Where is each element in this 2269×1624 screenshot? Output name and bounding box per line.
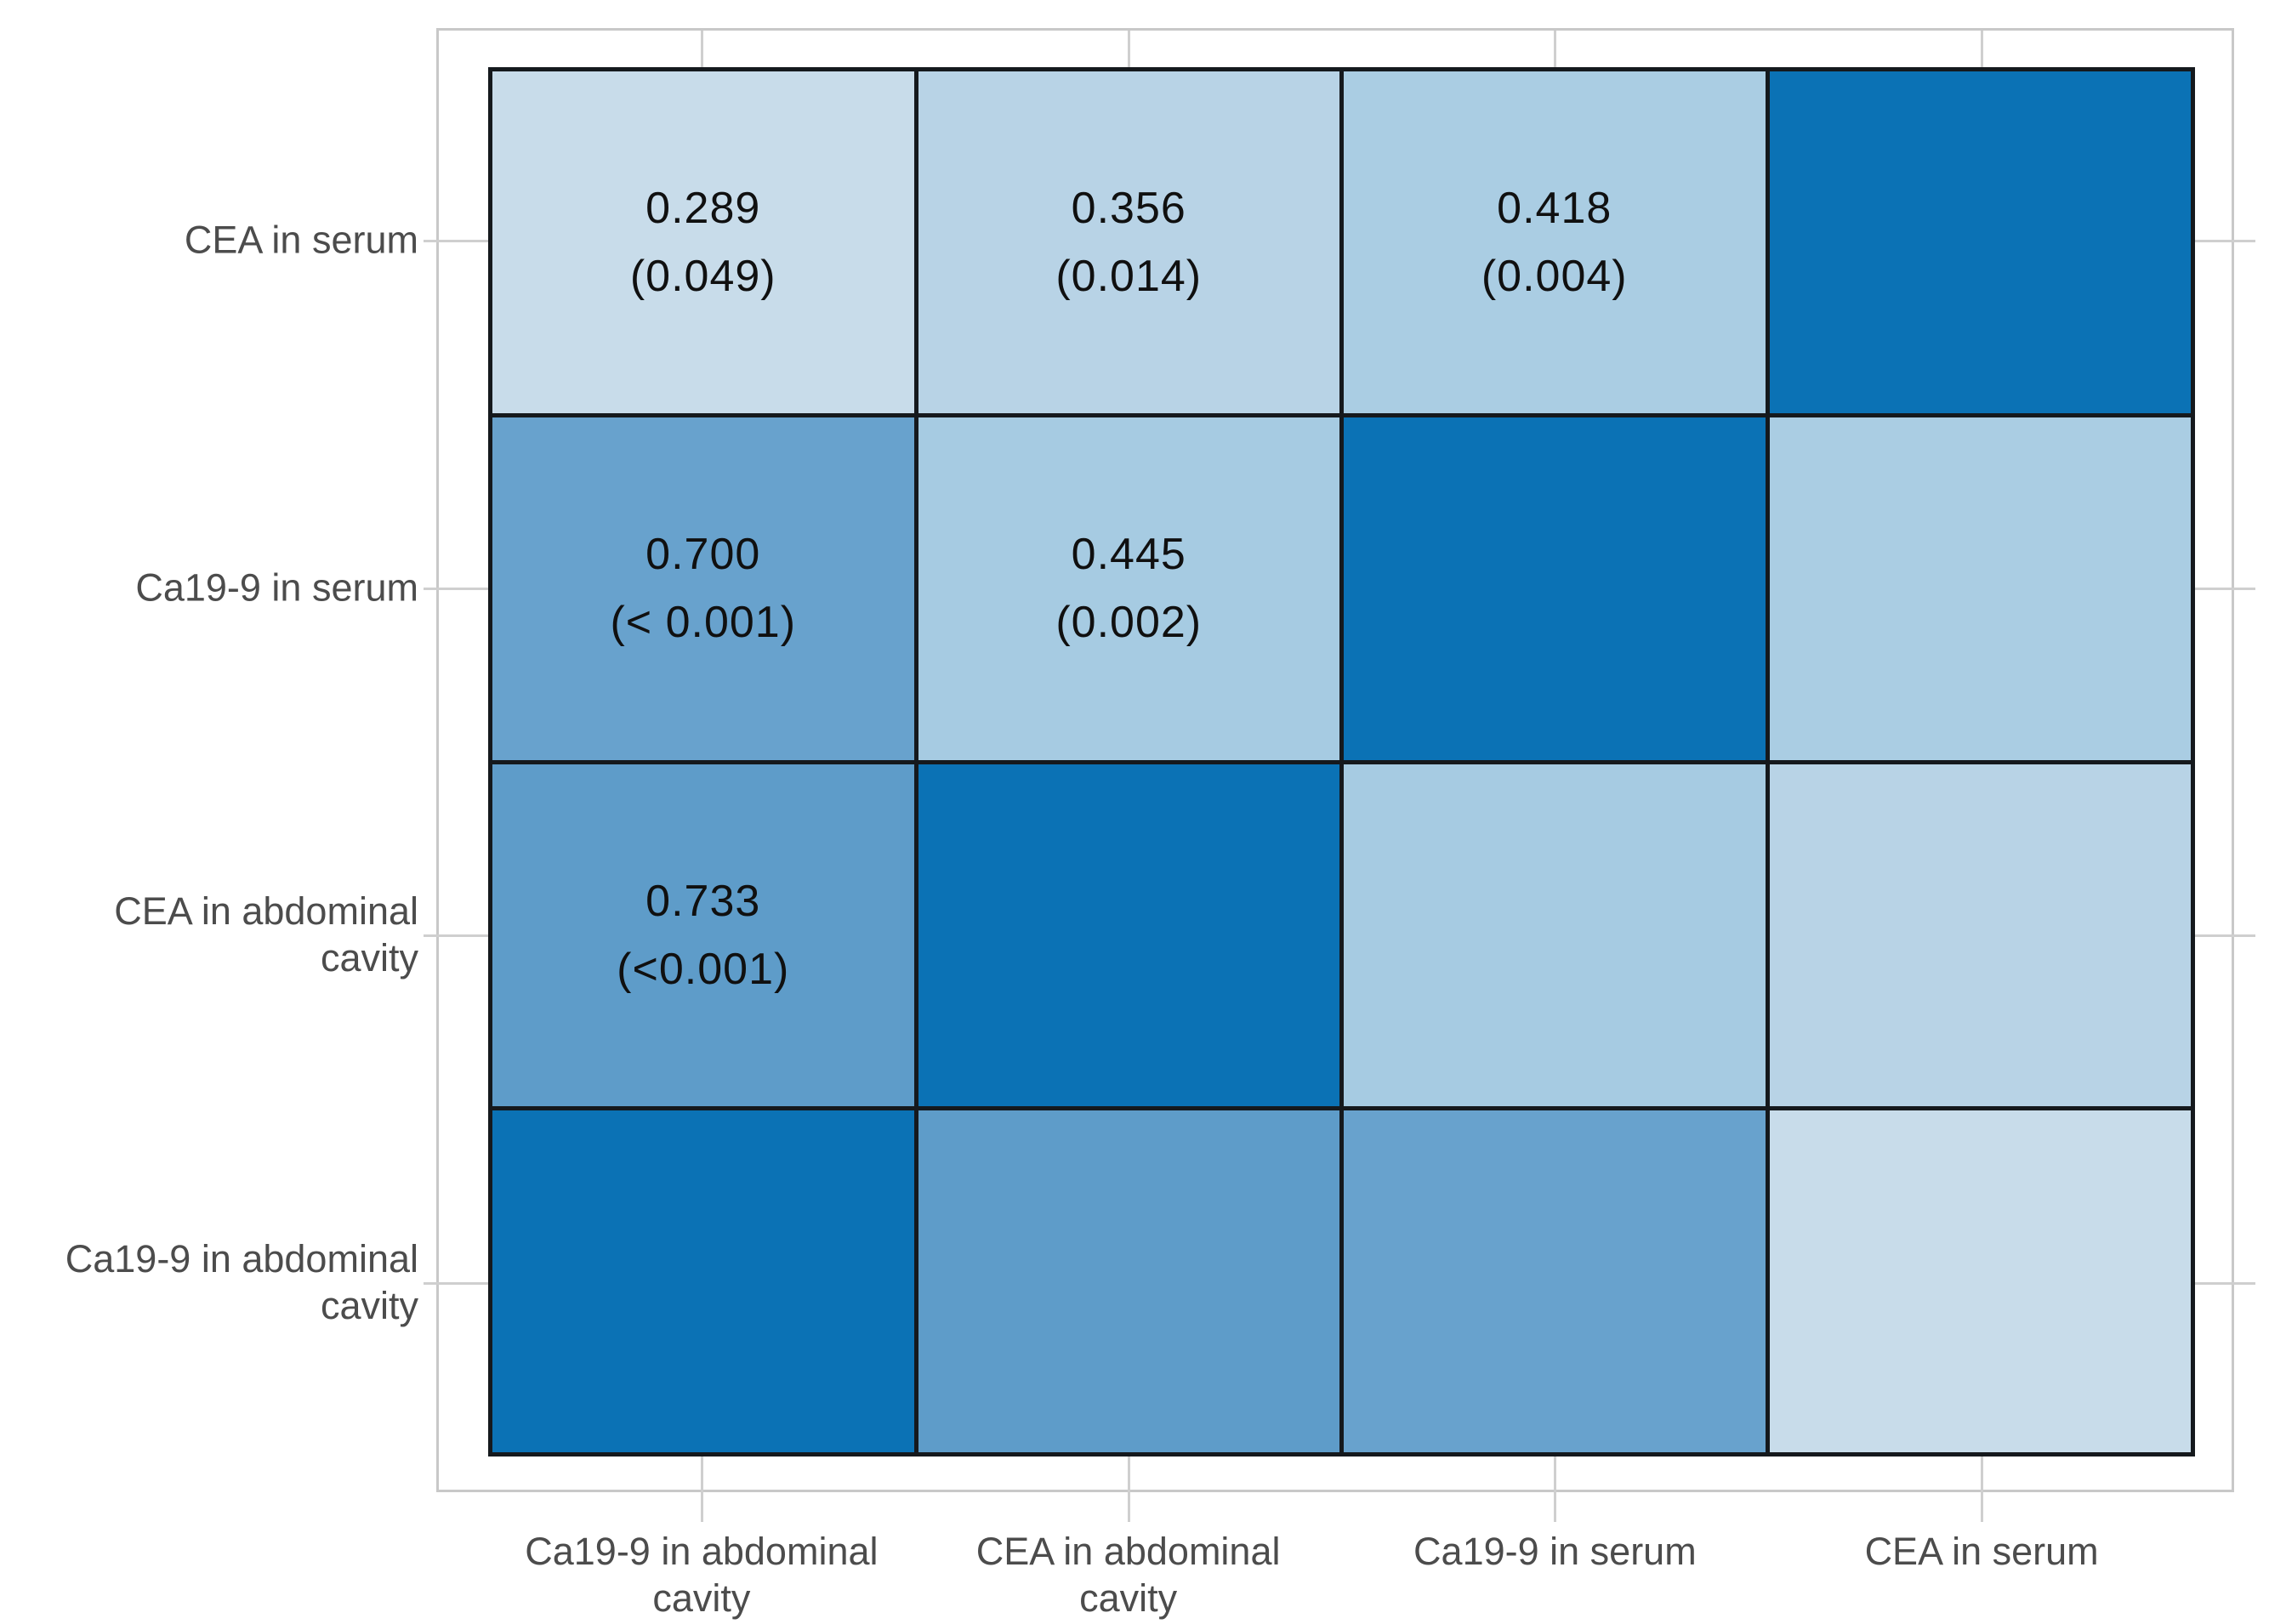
cell-correlation-value: 0.356 xyxy=(1071,184,1186,234)
heatmap-cell: 0.733 (<0.001) xyxy=(492,764,914,1106)
plot-panel-border xyxy=(436,28,2234,1492)
x-tick-top xyxy=(701,31,703,67)
cell-correlation-value: 0.700 xyxy=(645,530,761,580)
heatmap-cell xyxy=(1769,417,2191,760)
y-axis-label: Ca19-9 in serum xyxy=(135,565,418,610)
cell-p-value: (0.002) xyxy=(1055,598,1203,648)
heatmap-cell xyxy=(1769,71,2191,414)
cell-correlation-value: 0.289 xyxy=(645,184,761,234)
cell-correlation-value: 0.733 xyxy=(645,876,761,926)
y-tick-right xyxy=(2195,240,2255,242)
cell-p-value: (0.049) xyxy=(629,252,776,302)
y-tick-right xyxy=(2195,934,2255,937)
y-axis-label: CEA in serum xyxy=(184,218,418,262)
y-tick-left xyxy=(424,1282,488,1285)
x-tick-bottom xyxy=(1554,1456,1556,1522)
heatmap-cell: 0.356 (0.014) xyxy=(918,71,1339,414)
heatmap-cell xyxy=(492,1110,914,1452)
y-axis-label: CEA in abdominal cavity xyxy=(114,889,418,980)
heatmap-cell: 0.289 (0.049) xyxy=(492,71,914,414)
x-axis-label: Ca19-9 in serum xyxy=(1413,1530,1697,1573)
x-axis-label: CEA in abdominal cavity xyxy=(975,1530,1281,1620)
heatmap-cell: 0.445 (0.002) xyxy=(918,417,1339,760)
cell-p-value: (0.014) xyxy=(1055,252,1203,302)
x-tick-top xyxy=(1981,31,1983,67)
x-tick-top xyxy=(1554,31,1556,67)
y-tick-left xyxy=(424,240,488,242)
heatmap-cell: 0.700 (< 0.001) xyxy=(492,417,914,760)
y-tick-left xyxy=(424,934,488,937)
heatmap-grid: 0.289 (0.049) 0.356 (0.014) 0.418 (0.004) 0.70… xyxy=(488,67,2195,1456)
heatmap-cell xyxy=(918,1110,1339,1452)
x-tick-bottom xyxy=(1981,1456,1983,1522)
cell-p-value: (< 0.001) xyxy=(610,598,797,648)
heatmap-cell xyxy=(1344,417,1766,760)
heatmap-cell xyxy=(1769,764,2191,1106)
heatmap-cell xyxy=(1344,764,1766,1106)
heatmap-cell xyxy=(918,764,1339,1106)
heatmap-cell xyxy=(1344,1110,1766,1452)
cell-p-value: (<0.001) xyxy=(617,944,790,994)
heatmap-cell: 0.418 (0.004) xyxy=(1344,71,1766,414)
x-tick-bottom xyxy=(1128,1456,1130,1522)
y-axis-label: Ca19-9 in abdominal cavity xyxy=(65,1236,418,1327)
x-axis-label: CEA in serum xyxy=(1864,1530,2099,1573)
y-tick-right xyxy=(2195,1282,2255,1285)
y-tick-left xyxy=(424,588,488,590)
heatmap-cell xyxy=(1769,1110,2191,1452)
cell-correlation-value: 0.418 xyxy=(1497,184,1612,234)
x-tick-top xyxy=(1128,31,1130,67)
y-tick-right xyxy=(2195,588,2255,590)
x-tick-bottom xyxy=(701,1456,703,1522)
x-axis-label: Ca19-9 in abdominal cavity xyxy=(525,1530,879,1620)
cell-p-value: (0.004) xyxy=(1481,252,1628,302)
cell-correlation-value: 0.445 xyxy=(1071,530,1186,580)
